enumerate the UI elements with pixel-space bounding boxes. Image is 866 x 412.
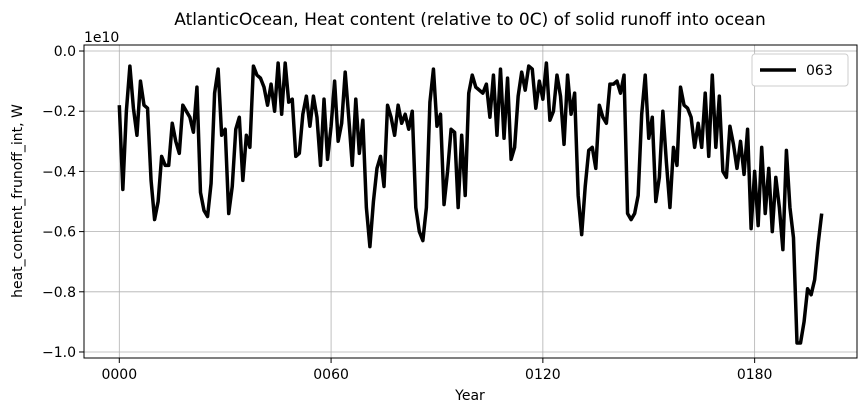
x-tick-label: 0120 <box>525 367 561 383</box>
y-ticks: 0.0 −0.2 −0.4 −0.6 −0.8 −1.0 <box>42 44 84 361</box>
y-tick-label: 0.0 <box>54 44 76 60</box>
x-tick-label: 0060 <box>313 367 349 383</box>
x-ticks: 0000 0060 0120 0180 <box>101 358 772 383</box>
x-tick-label: 0000 <box>101 367 137 383</box>
y-axis-label: heat_content_frunoff_int, W <box>10 104 26 298</box>
chart-title: AtlanticOcean, Heat content (relative to… <box>174 10 766 30</box>
y-tick-label: −0.6 <box>42 225 76 241</box>
x-tick-label: 0180 <box>737 367 773 383</box>
y-tick-label: −0.8 <box>42 285 76 301</box>
series-line-063 <box>117 61 824 345</box>
legend-box <box>751 53 849 87</box>
legend: 063 <box>751 53 849 87</box>
x-axis-label: Year <box>454 388 485 404</box>
plot-lines <box>117 61 824 345</box>
y-offset-text: 1e10 <box>84 30 119 46</box>
legend-label: 063 <box>806 63 833 79</box>
y-tick-label: −1.0 <box>42 345 76 361</box>
y-tick-label: −0.2 <box>42 104 76 120</box>
y-tick-label: −0.4 <box>42 164 76 180</box>
plot-frame <box>83 44 858 359</box>
